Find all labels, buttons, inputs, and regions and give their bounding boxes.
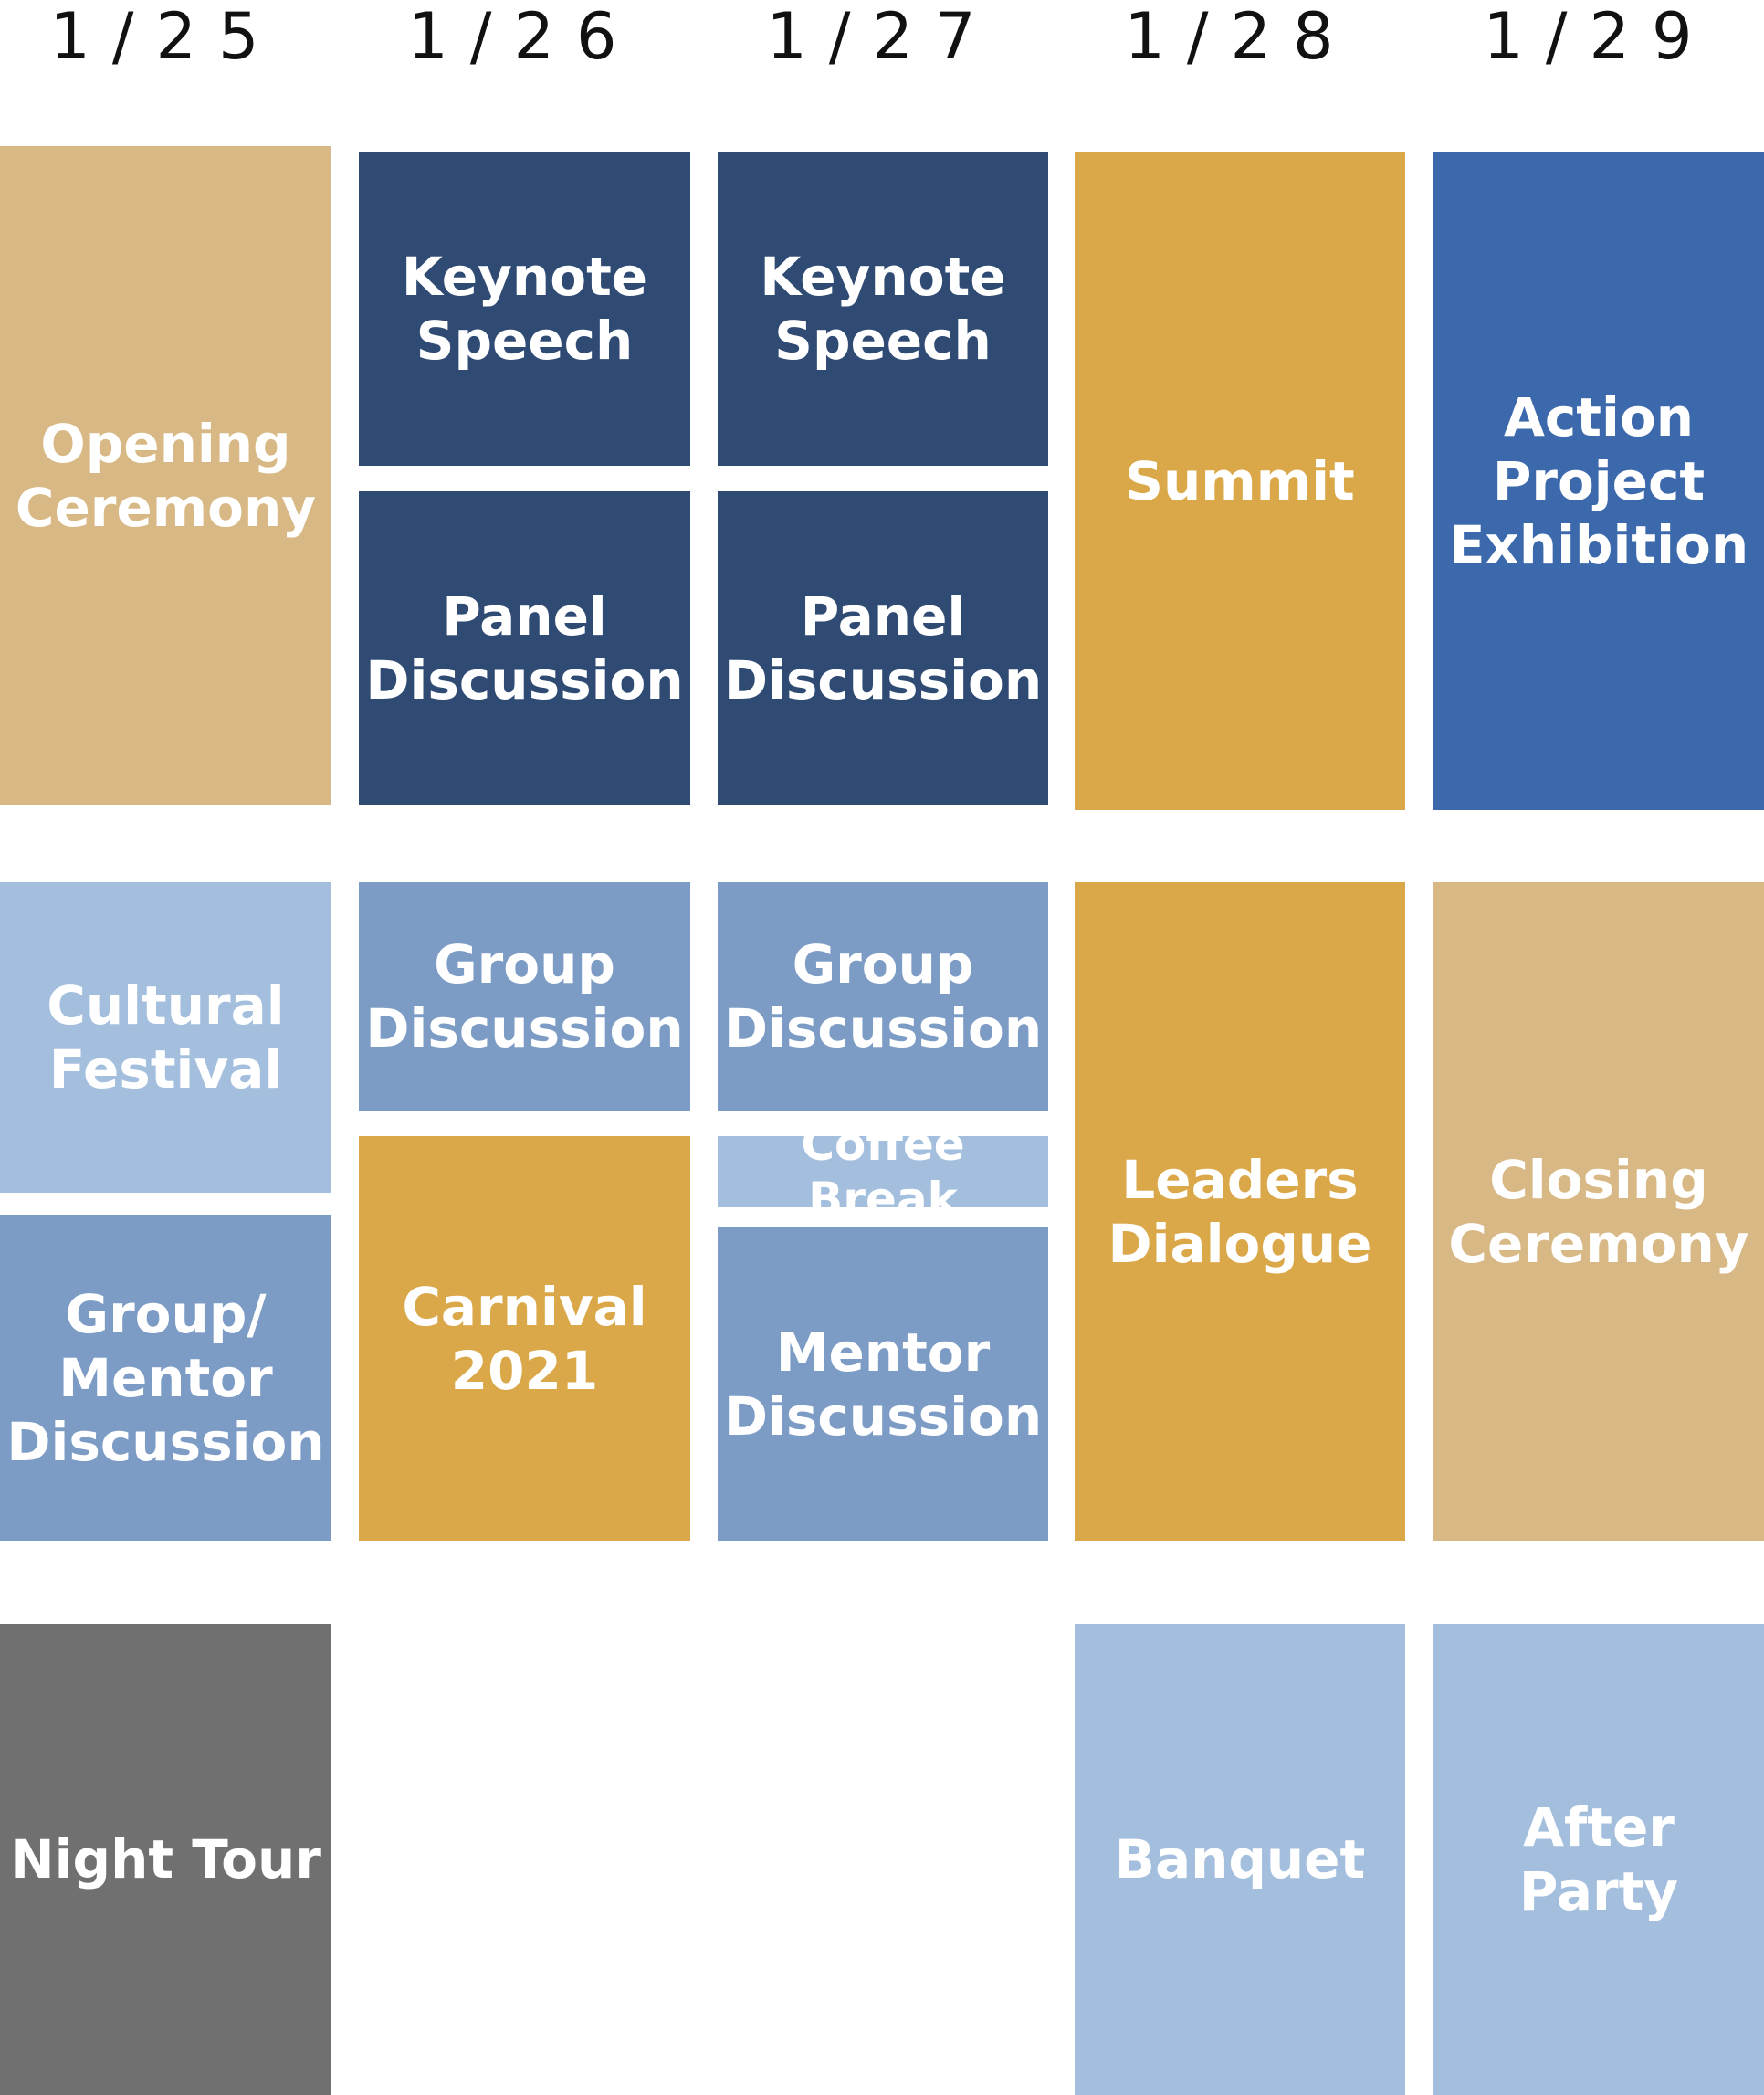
event-label: Mentor Discussion (723, 1321, 1043, 1448)
event-mentor-discussion: Mentor Discussion (718, 1227, 1048, 1541)
day-header-1-29: 1/29 (1483, 0, 1715, 74)
event-opening-ceremony: Opening Ceremony (0, 146, 331, 805)
event-keynote-speech-1-26: Keynote Speech (359, 152, 690, 466)
event-banquet: Banquet (1075, 1624, 1405, 2095)
event-label: Summit (1125, 449, 1355, 512)
event-label: Carnival 2021 (402, 1275, 647, 1402)
event-label: Action Project Exhibition (1448, 385, 1749, 576)
event-leaders-dialogue: Leaders Dialogue (1075, 882, 1405, 1541)
event-after-party: After Party (1433, 1624, 1764, 2095)
event-label: Group Discussion (365, 933, 684, 1059)
event-group-mentor-discussion: Group/ Mentor Discussion (0, 1215, 331, 1541)
event-label: Cultural Festival (47, 974, 285, 1100)
event-label: Banquet (1114, 1828, 1366, 1890)
event-coffee-break: Coffee Break (718, 1118, 1048, 1226)
event-label: Group/ Mentor Discussion (6, 1282, 325, 1473)
event-panel-discussion-1-26: Panel Discussion (359, 491, 690, 805)
event-label: Group Discussion (723, 933, 1043, 1059)
event-group-discussion-1-26: Group Discussion (359, 882, 690, 1111)
event-label: Panel Discussion (723, 585, 1043, 711)
event-action-project-exhibition: Action Project Exhibition (1433, 152, 1764, 810)
event-label: Panel Discussion (365, 585, 684, 711)
event-carnival-2021: Carnival 2021 (359, 1136, 690, 1541)
event-closing-ceremony: Closing Ceremony (1433, 882, 1764, 1541)
day-header-1-28: 1/28 (1124, 0, 1356, 74)
event-keynote-speech-1-27: Keynote Speech (718, 152, 1048, 466)
day-header-1-25: 1/25 (49, 0, 281, 74)
event-label: Leaders Dialogue (1108, 1148, 1372, 1275)
event-cultural-festival: Cultural Festival (0, 882, 331, 1193)
day-header-1-26: 1/26 (407, 0, 639, 74)
event-summit: Summit (1075, 152, 1405, 810)
event-label: Closing Ceremony (1448, 1148, 1749, 1275)
day-header-1-27: 1/27 (766, 0, 998, 74)
event-label: Keynote Speech (760, 246, 1006, 372)
event-night-tour: Night Tour (0, 1624, 331, 2095)
event-label: After Party (1518, 1796, 1679, 1922)
event-label: Night Tour (10, 1828, 321, 1890)
event-label: Coffee Break (801, 1118, 965, 1226)
event-panel-discussion-1-27: Panel Discussion (718, 491, 1048, 805)
event-label: Opening Ceremony (15, 413, 317, 539)
event-group-discussion-1-27: Group Discussion (718, 882, 1048, 1111)
event-label: Keynote Speech (401, 246, 648, 372)
